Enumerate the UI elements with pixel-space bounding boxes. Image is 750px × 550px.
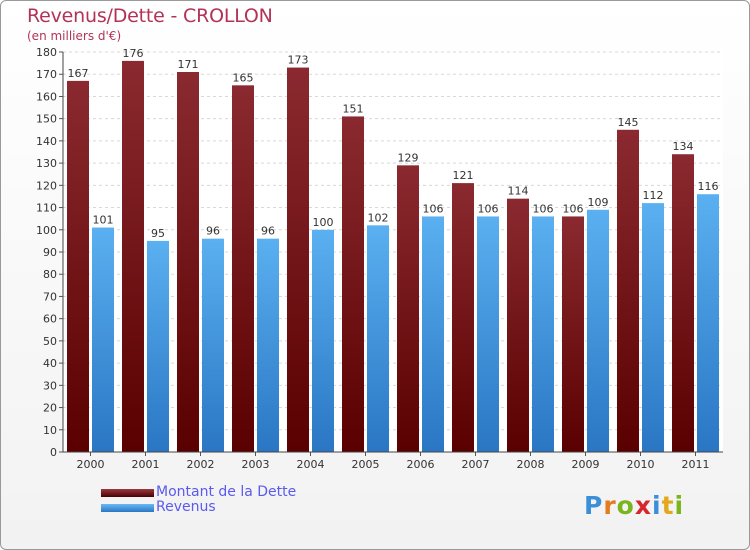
data-label-revenue-2011: 116 bbox=[698, 180, 719, 193]
x-tick-label-2009: 2009 bbox=[572, 458, 600, 471]
x-tick-label-2006: 2006 bbox=[407, 458, 435, 471]
bar-debt-2000 bbox=[67, 80, 89, 452]
x-tick-label-2010: 2010 bbox=[627, 458, 655, 471]
data-label-debt-2003: 165 bbox=[233, 71, 254, 84]
bar-revenue-2001 bbox=[147, 240, 169, 452]
y-tick-label: 110 bbox=[36, 202, 57, 215]
bar-revenue-2009 bbox=[587, 209, 609, 452]
x-tick-label-2001: 2001 bbox=[132, 458, 160, 471]
bar-revenue-2004 bbox=[312, 229, 334, 452]
bar-debt-2007 bbox=[452, 183, 474, 452]
y-tick-label: 40 bbox=[43, 357, 57, 370]
bar-revenue-2003 bbox=[257, 238, 279, 452]
bar-revenue-2005 bbox=[367, 225, 389, 452]
data-label-debt-2009: 106 bbox=[563, 202, 584, 215]
bar-debt-2001 bbox=[122, 60, 144, 453]
legend-label-revenue: Revenus bbox=[156, 499, 216, 515]
y-tick-label: 0 bbox=[50, 446, 57, 459]
y-tick-label: 160 bbox=[36, 90, 57, 103]
chart-title: Revenus/Dette - CROLLON bbox=[27, 5, 273, 27]
bar-debt-2008 bbox=[507, 198, 529, 452]
x-tick-label-2008: 2008 bbox=[517, 458, 545, 471]
y-tick-label: 130 bbox=[36, 157, 57, 170]
x-tick-label-2003: 2003 bbox=[242, 458, 270, 471]
y-tick-label: 20 bbox=[43, 402, 57, 415]
bar-revenue-2010 bbox=[642, 203, 664, 452]
data-label-debt-2005: 151 bbox=[343, 102, 364, 115]
y-tick-label: 180 bbox=[36, 46, 57, 59]
bar-debt-2002 bbox=[177, 72, 199, 452]
chart-subtitle: (en milliers d'€) bbox=[27, 29, 122, 43]
legend-label-debt: Montant de la Dette bbox=[156, 484, 297, 500]
bar-revenue-2007 bbox=[477, 216, 499, 452]
proxiti-logo: Proxiti bbox=[584, 491, 685, 520]
data-label-revenue-2003: 96 bbox=[261, 225, 275, 238]
data-label-revenue-2001: 95 bbox=[151, 227, 165, 240]
data-label-debt-2000: 167 bbox=[68, 67, 89, 80]
bar-debt-2011 bbox=[672, 154, 694, 452]
y-tick-label: 170 bbox=[36, 68, 57, 81]
bar-debt-2004 bbox=[287, 67, 309, 453]
data-label-debt-2001: 176 bbox=[123, 47, 144, 60]
bar-debt-2010 bbox=[617, 129, 639, 452]
y-tick-label: 100 bbox=[36, 224, 57, 237]
y-tick-label: 150 bbox=[36, 113, 57, 126]
legend-swatch-debt bbox=[101, 489, 154, 497]
x-tick-label-2002: 2002 bbox=[187, 458, 215, 471]
bar-revenue-2008 bbox=[532, 216, 554, 452]
x-tick-label-2004: 2004 bbox=[297, 458, 325, 471]
data-label-debt-2004: 173 bbox=[288, 54, 309, 67]
data-label-revenue-2006: 106 bbox=[423, 202, 444, 215]
bar-debt-2003 bbox=[232, 85, 254, 452]
y-tick-label: 120 bbox=[36, 179, 57, 192]
legend-swatch-revenue bbox=[101, 504, 154, 512]
data-label-debt-2002: 171 bbox=[178, 58, 199, 71]
y-tick-label: 50 bbox=[43, 335, 57, 348]
x-tick-label-2000: 2000 bbox=[77, 458, 105, 471]
data-label-revenue-2009: 109 bbox=[588, 196, 609, 209]
data-label-debt-2007: 121 bbox=[453, 169, 474, 182]
data-label-revenue-2002: 96 bbox=[206, 225, 220, 238]
data-label-debt-2010: 145 bbox=[618, 116, 639, 129]
data-label-debt-2011: 134 bbox=[673, 140, 694, 153]
data-label-revenue-2007: 106 bbox=[478, 202, 499, 215]
bar-debt-2005 bbox=[342, 116, 364, 452]
y-tick-label: 70 bbox=[43, 290, 57, 303]
data-label-revenue-2005: 102 bbox=[368, 211, 389, 224]
y-tick-label: 30 bbox=[43, 379, 57, 392]
bar-revenue-2002 bbox=[202, 238, 224, 452]
y-tick-label: 140 bbox=[36, 135, 57, 148]
y-tick-label: 10 bbox=[43, 424, 57, 437]
bar-debt-2006 bbox=[397, 165, 419, 453]
data-label-revenue-2008: 106 bbox=[533, 202, 554, 215]
y-tick-label: 80 bbox=[43, 268, 57, 281]
x-tick-label-2005: 2005 bbox=[352, 458, 380, 471]
y-tick-label: 90 bbox=[43, 246, 57, 259]
data-label-revenue-2010: 112 bbox=[643, 189, 664, 202]
y-tick-label: 60 bbox=[43, 313, 57, 326]
data-label-revenue-2004: 100 bbox=[313, 216, 334, 229]
x-tick-label-2007: 2007 bbox=[462, 458, 490, 471]
data-label-debt-2006: 129 bbox=[398, 151, 419, 164]
bar-revenue-2011 bbox=[697, 194, 719, 452]
x-tick-label-2011: 2011 bbox=[682, 458, 710, 471]
bar-debt-2009 bbox=[562, 216, 584, 452]
data-label-revenue-2000: 101 bbox=[93, 214, 114, 227]
bar-revenue-2000 bbox=[92, 227, 114, 452]
bar-revenue-2006 bbox=[422, 216, 444, 452]
data-label-debt-2008: 114 bbox=[508, 185, 529, 198]
